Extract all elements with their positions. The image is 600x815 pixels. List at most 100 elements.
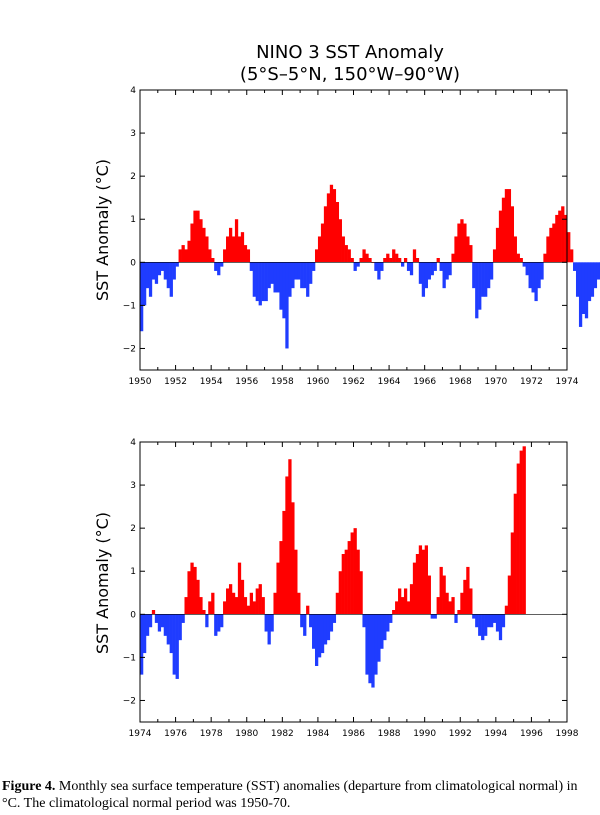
anomaly-bar [507,189,512,263]
anomaly-bar [433,262,437,271]
anomaly-bar [498,614,503,641]
anomaly-bar [578,262,583,327]
anomaly-bar [478,614,482,636]
anomaly-bar [264,262,268,302]
anomaly-bar [424,262,428,289]
anomaly-bar [172,262,176,280]
anomaly-bar [356,262,360,267]
anomaly-bar [193,566,197,615]
anomaly-bar [484,262,488,297]
anomaly-bar [593,262,598,289]
anomaly-bar [478,262,482,310]
anomaly-bar [332,614,337,623]
figure-title-line1: NINO 3 SST Anomaly [256,42,444,63]
x-tick-label: 1998 [556,729,579,739]
anomaly-bar [261,262,265,302]
y-tick-label: 1 [130,567,136,577]
anomaly-bar [258,584,262,615]
anomaly-bar [317,236,322,263]
anomaly-bar [596,262,600,280]
anomaly-bar [564,214,568,263]
anomaly-bar [142,614,147,654]
anomaly-bar [561,206,565,263]
anomaly-bar [484,614,488,636]
anomaly-bar [383,614,387,641]
anomaly-bar [211,592,215,615]
anomaly-bar [531,262,535,293]
anomaly-bar [178,614,182,641]
anomaly-bar [448,262,452,276]
anomaly-bar [291,262,295,289]
y-tick-label: 3 [130,129,136,139]
caption-label: Figure 4. [2,779,56,794]
anomaly-bar [377,614,381,662]
anomaly-bar [570,249,574,263]
anomaly-bar [237,236,242,263]
anomaly-bar [205,614,209,628]
anomaly-bar [344,549,348,615]
anomaly-bar [187,240,191,263]
anomaly-bar [317,614,322,658]
anomaly-bar [228,584,233,615]
x-tick-label: 1974 [129,729,152,739]
anomaly-bar [558,210,562,263]
anomaly-bar [338,219,342,263]
anomaly-bar [371,614,375,688]
anomaly-bar [175,262,179,267]
anomaly-bar [481,614,485,641]
anomaly-bar [389,258,393,263]
anomaly-bar [341,554,345,615]
anomaly-bar [567,232,571,263]
anomaly-bar [549,227,553,263]
anomaly-bar [406,601,411,615]
y-tick-label: −1 [123,301,136,311]
anomaly-bar [228,227,233,263]
anomaly-bar [246,249,251,263]
anomaly-bar [140,262,144,332]
anomaly-bar [457,223,461,263]
anomaly-bar [344,245,348,263]
anomaly-bar [220,262,224,267]
anomaly-bar [469,588,473,615]
anomaly-bar [341,236,345,263]
x-tick-label: 1988 [378,729,401,739]
bars [140,446,526,688]
anomaly-bar [303,262,307,289]
anomaly-bar [498,210,503,263]
anomaly-bar [276,562,280,615]
anomaly-bar [386,253,390,263]
anomaly-bar [487,614,491,628]
anomaly-bar [169,262,173,297]
chart-panel-1974-1998: SST Anomaly (°C) −2 −1 0 1 2 3 4 1974 1976 1978 19… [93,438,579,739]
anomaly-bar [489,614,494,628]
anomaly-bar [226,588,230,615]
anomaly-bar [163,262,167,280]
anomaly-bar [418,545,423,615]
anomaly-bar [406,262,411,271]
anomaly-bar [454,614,458,623]
anomaly-bar [326,614,331,641]
anomaly-bar [466,566,470,615]
anomaly-bar [513,493,517,615]
anomaly-bar [466,236,470,263]
anomaly-bar [338,571,342,615]
anomaly-bar [249,592,254,615]
anomaly-bar [347,541,351,615]
anomaly-bar [148,614,153,628]
anomaly-bar [374,262,378,271]
anomaly-bar [412,562,417,615]
anomaly-bar [309,614,313,628]
anomaly-bar [208,249,212,263]
anomaly-bar [504,189,509,263]
anomaly-bar [255,262,259,302]
anomaly-bar [365,253,369,263]
anomaly-bar [374,614,378,675]
anomaly-bar [534,262,538,302]
anomaly-bar [403,258,408,263]
anomaly-bar [240,232,245,263]
anomaly-bar [368,258,372,263]
anomaly-bar [297,262,301,280]
anomaly-bar [584,262,589,319]
anomaly-bar [424,545,428,615]
anomaly-bar [291,502,295,615]
